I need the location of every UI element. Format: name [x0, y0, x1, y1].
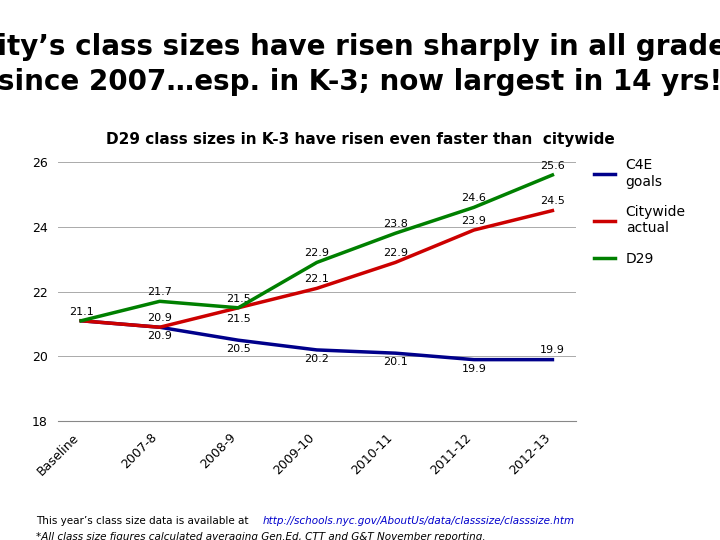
Text: 24.6: 24.6 [462, 193, 486, 203]
Text: *All class size figures calculated averaging Gen.Ed, CTT and G&T November report: *All class size figures calculated avera… [36, 532, 485, 540]
Text: 22.1: 22.1 [305, 274, 329, 284]
Text: 23.8: 23.8 [383, 219, 408, 229]
Text: 21.1: 21.1 [69, 307, 94, 316]
Text: http://schools.nyc.gov/AboutUs/data/classsize/classsize.htm: http://schools.nyc.gov/AboutUs/data/clas… [263, 516, 575, 526]
Text: 19.9: 19.9 [540, 346, 565, 355]
Text: 24.5: 24.5 [540, 197, 565, 206]
Text: 22.9: 22.9 [383, 248, 408, 258]
Text: D29 class sizes in K-3 have risen even faster than  citywide: D29 class sizes in K-3 have risen even f… [106, 132, 614, 147]
Text: 25.6: 25.6 [540, 161, 564, 171]
Text: 21.5: 21.5 [226, 314, 251, 323]
Text: 23.9: 23.9 [462, 216, 486, 226]
Text: 22.9: 22.9 [305, 248, 329, 258]
Text: City’s class sizes have risen sharply in all grades
since 2007…esp. in K-3; now : City’s class sizes have risen sharply in… [0, 33, 720, 96]
Legend: C4E
goals, Citywide
actual, D29: C4E goals, Citywide actual, D29 [588, 153, 691, 272]
Text: 20.1: 20.1 [383, 357, 408, 367]
Text: 20.9: 20.9 [148, 332, 172, 341]
Text: 20.9: 20.9 [148, 313, 172, 323]
Text: This year’s class size data is available at: This year’s class size data is available… [36, 516, 252, 526]
Text: 21.7: 21.7 [148, 287, 172, 297]
Text: 21.5: 21.5 [226, 294, 251, 303]
Text: 19.9: 19.9 [462, 364, 486, 374]
Text: 20.2: 20.2 [305, 354, 329, 364]
Text: 20.5: 20.5 [226, 345, 251, 354]
